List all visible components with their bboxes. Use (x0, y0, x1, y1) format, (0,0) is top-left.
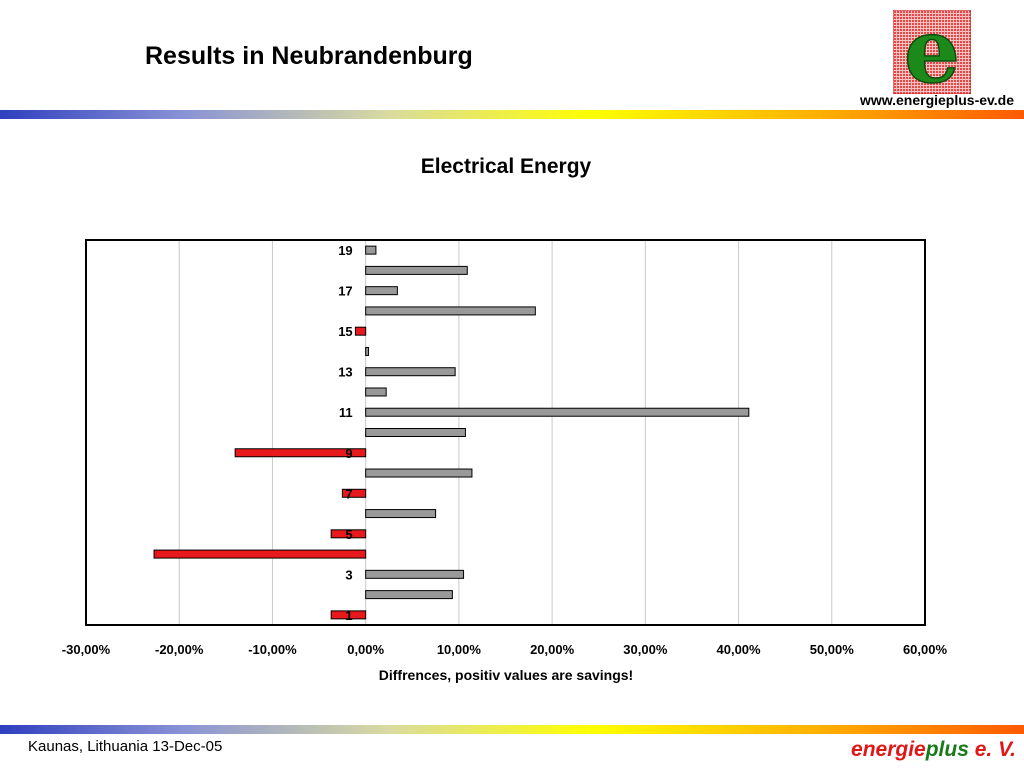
category-label: 15 (338, 324, 352, 339)
bar-1 (330, 610, 367, 620)
bar-5 (330, 529, 367, 539)
bar-19 (365, 245, 377, 255)
plot-frame (85, 239, 926, 626)
category-label: 13 (338, 365, 352, 380)
bar-4 (153, 549, 367, 559)
bar-10 (365, 428, 466, 437)
x-tick-label: 40,00% (717, 642, 762, 657)
bar-series (153, 245, 750, 620)
category-label: 1 (345, 608, 352, 623)
chart-title: Electrical Energy (421, 155, 592, 178)
x-tick-label: 50,00% (810, 642, 855, 657)
category-label: 7 (345, 486, 352, 501)
x-tick-labels: -30,00% -20,00% -10,00% 0,00% 10,00% 20,00% 30… (62, 642, 948, 657)
x-tick-label: 20,00% (530, 642, 575, 657)
bar-11 (365, 407, 750, 417)
x-tick-label: 0,00% (347, 642, 384, 657)
bar-17 (365, 286, 398, 296)
x-tick-label: 10,00% (437, 642, 482, 657)
bar-8 (365, 468, 473, 478)
brand-part-plus: plus (925, 738, 969, 761)
category-label: 5 (345, 527, 352, 542)
bar-2 (365, 590, 453, 600)
x-tick-label: -30,00% (62, 642, 111, 657)
bar-13 (365, 367, 456, 377)
category-label: 11 (339, 405, 353, 420)
x-tick-label: -10,00% (248, 642, 297, 657)
energieplus-logo: e (893, 10, 971, 94)
footer-location-date: Kaunas, Lithuania 13-Dec-05 (28, 738, 223, 755)
website-url: www.energieplus-ev.de (859, 92, 1014, 108)
category-label: 19 (338, 243, 352, 258)
x-tick-label: -20,00% (155, 642, 204, 657)
bar-14 (365, 346, 369, 356)
bar-6 (365, 509, 437, 519)
bar-3 (365, 569, 465, 579)
header-divider (0, 110, 1024, 119)
logo-letter: e (904, 10, 960, 94)
bar-15 (354, 326, 367, 336)
grid-lines (178, 240, 833, 625)
bar-9 (234, 448, 367, 458)
footer-divider (0, 725, 1024, 734)
slide-title: Results in Neubrandenburg (145, 42, 473, 70)
brand-part-energie: energie (851, 738, 926, 761)
bar-7 (341, 488, 367, 498)
category-label: 17 (338, 284, 352, 299)
brand-part-ev: e. V. (968, 738, 1016, 761)
footer-brand: energieplus e. V. (851, 738, 1016, 762)
bar-16 (365, 306, 536, 316)
bar-12 (365, 387, 387, 397)
x-tick-label: 30,00% (623, 642, 668, 657)
bar-18 (365, 265, 468, 275)
category-label: 3 (345, 567, 352, 582)
x-tick-label: 60,00% (903, 642, 948, 657)
x-axis-label: Diffrences, positiv values are savings! (379, 667, 633, 683)
category-label: 9 (345, 446, 352, 461)
